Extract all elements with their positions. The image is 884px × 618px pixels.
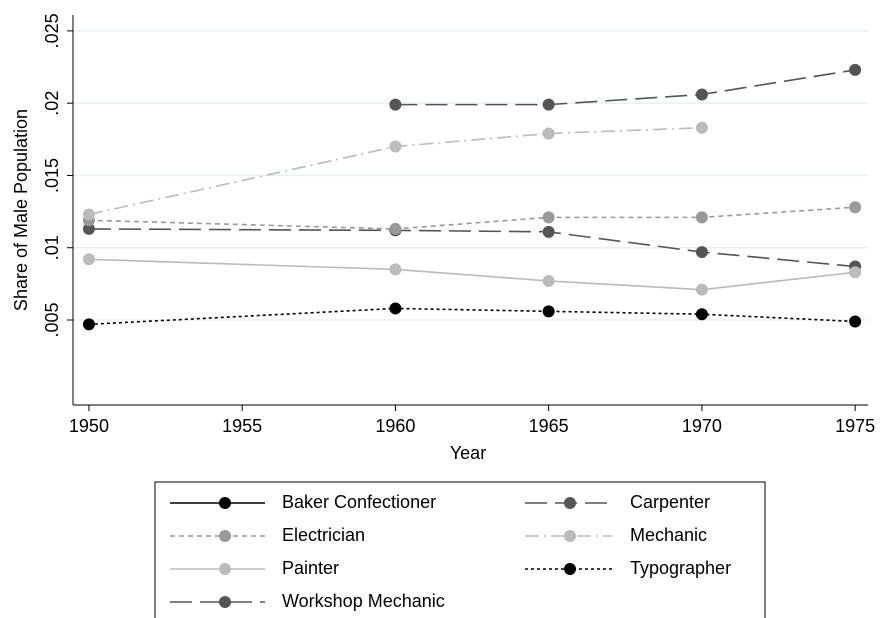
data-point	[695, 88, 708, 101]
legend-label: Mechanic	[630, 525, 707, 545]
data-point	[849, 63, 862, 76]
data-point	[82, 222, 95, 235]
data-point	[389, 263, 402, 276]
data-point	[695, 283, 708, 296]
data-point	[82, 253, 95, 266]
data-point	[389, 222, 402, 235]
data-point	[542, 305, 555, 318]
data-point	[849, 315, 862, 328]
data-point	[695, 121, 708, 134]
legend-marker	[219, 530, 231, 542]
legend-label: Typographer	[630, 558, 731, 578]
data-point	[849, 201, 862, 214]
x-tick-label: 1970	[682, 416, 722, 436]
legend-box	[154, 481, 766, 618]
legend-marker	[219, 563, 231, 575]
y-tick-label: .005	[42, 302, 62, 337]
data-point	[389, 302, 402, 315]
data-point	[695, 308, 708, 321]
data-point	[542, 274, 555, 287]
legend-marker	[564, 530, 576, 542]
x-tick-label: 1955	[222, 416, 262, 436]
data-point	[695, 211, 708, 224]
data-point	[695, 246, 708, 259]
legend-label: Baker Confectioner	[282, 492, 436, 512]
series-line	[88, 126, 702, 216]
legend-label: Painter	[282, 558, 339, 578]
data-point	[542, 98, 555, 111]
x-tick-label: 1950	[69, 416, 109, 436]
data-point	[389, 98, 402, 111]
legend-label: Electrician	[282, 525, 365, 545]
data-point	[82, 208, 95, 221]
series-line	[395, 69, 856, 106]
y-tick-label: .01	[42, 235, 62, 260]
data-point	[82, 318, 95, 331]
data-point	[542, 211, 555, 224]
x-tick-label: 1960	[375, 416, 415, 436]
data-point	[542, 127, 555, 140]
legend-label: Carpenter	[630, 492, 710, 512]
y-tick-label: .02	[42, 91, 62, 116]
y-tick-label: .015	[42, 158, 62, 193]
legend-marker	[219, 596, 231, 608]
legend-marker	[219, 497, 231, 509]
legend-marker	[564, 563, 576, 575]
data-point	[542, 225, 555, 238]
legend-marker	[564, 497, 576, 509]
legend-label: Workshop Mechanic	[282, 591, 445, 611]
x-tick-label: 1975	[835, 416, 875, 436]
x-tick-label: 1965	[529, 416, 569, 436]
x-axis-title: Year	[450, 443, 486, 463]
data-point	[389, 140, 402, 153]
data-point	[849, 266, 862, 279]
y-axis-title: Share of Male Population	[11, 109, 31, 311]
y-tick-label: .025	[42, 13, 62, 48]
series-line	[88, 307, 856, 326]
